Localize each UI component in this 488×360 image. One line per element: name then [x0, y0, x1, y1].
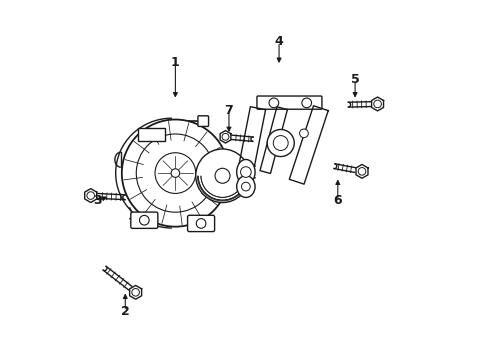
Circle shape [139, 215, 149, 225]
Circle shape [301, 98, 311, 108]
Text: 5: 5 [350, 73, 359, 86]
Polygon shape [84, 189, 97, 202]
Polygon shape [238, 107, 265, 171]
Ellipse shape [236, 176, 255, 197]
Polygon shape [97, 193, 125, 200]
Text: 6: 6 [333, 194, 342, 207]
Text: 1: 1 [171, 56, 180, 69]
Polygon shape [231, 135, 253, 141]
Polygon shape [260, 107, 287, 174]
Circle shape [299, 129, 307, 138]
Text: 7: 7 [224, 104, 233, 117]
Polygon shape [333, 164, 355, 172]
FancyBboxPatch shape [198, 116, 208, 126]
Circle shape [215, 168, 229, 183]
Bar [138, 128, 164, 141]
Circle shape [196, 219, 205, 228]
Circle shape [273, 136, 287, 150]
Polygon shape [103, 266, 131, 290]
Polygon shape [355, 165, 367, 178]
Polygon shape [220, 131, 230, 143]
Ellipse shape [236, 159, 255, 185]
FancyBboxPatch shape [256, 96, 321, 109]
Polygon shape [371, 97, 383, 111]
Circle shape [268, 98, 278, 108]
Circle shape [195, 149, 249, 203]
Circle shape [241, 182, 250, 191]
FancyBboxPatch shape [130, 212, 158, 228]
FancyBboxPatch shape [187, 215, 214, 231]
Text: 3: 3 [93, 194, 102, 207]
Circle shape [266, 130, 294, 157]
Circle shape [240, 167, 251, 177]
Circle shape [171, 169, 179, 177]
Text: 4: 4 [274, 35, 283, 48]
Polygon shape [347, 102, 370, 107]
Polygon shape [129, 285, 142, 299]
Polygon shape [289, 106, 327, 184]
Text: 2: 2 [121, 305, 129, 318]
